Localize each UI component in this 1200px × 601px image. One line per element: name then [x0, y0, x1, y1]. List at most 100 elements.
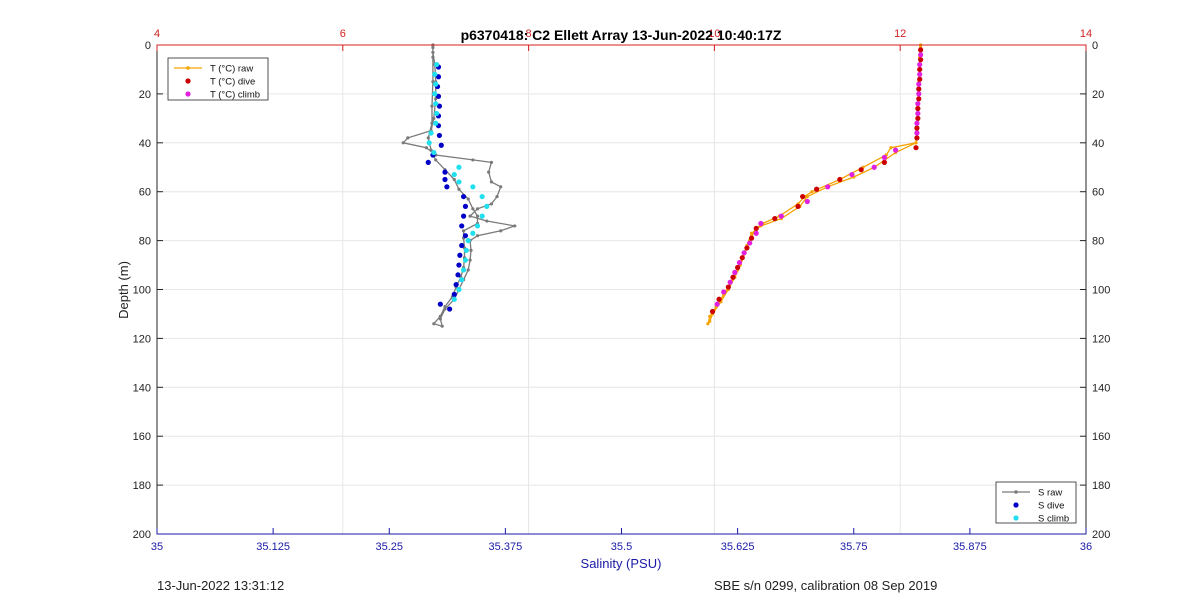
data-point	[459, 277, 465, 283]
series-s-climb	[426, 61, 490, 302]
x-bottom-tick-label: 35.875	[953, 541, 987, 553]
x-axis-label: Salinity (PSU)	[581, 556, 662, 571]
data-point	[451, 291, 457, 297]
series-marker	[468, 214, 472, 218]
series-marker	[438, 314, 442, 318]
data-point	[916, 96, 922, 102]
chart-title: p6370418: C2 Ellett Array 13-Jun-2022 10…	[461, 27, 782, 43]
data-point	[426, 140, 432, 146]
series-marker	[424, 146, 429, 150]
series-marker	[475, 207, 480, 211]
data-point	[460, 193, 467, 200]
series-marker	[810, 190, 814, 194]
data-point	[463, 247, 469, 253]
data-point	[778, 213, 784, 219]
data-point	[881, 154, 888, 161]
data-point	[459, 242, 465, 249]
x-bottom-tick-label: 35.625	[721, 541, 755, 553]
data-point	[837, 176, 843, 183]
data-point	[849, 171, 855, 178]
data-point	[479, 213, 485, 219]
y-tick-label-right: 120	[1092, 333, 1110, 345]
y-tick-label-left: 120	[133, 333, 151, 345]
x-top-tick-label: 10	[708, 28, 720, 40]
series-marker	[452, 177, 456, 182]
x-bottom-tick-label: 35.75	[840, 541, 868, 553]
series-marker	[406, 136, 410, 140]
data-point	[918, 52, 924, 58]
series-marker	[432, 322, 436, 326]
data-point	[428, 130, 434, 136]
series-marker	[499, 185, 503, 189]
data-point	[915, 101, 921, 107]
legend-label: S raw	[1038, 488, 1062, 499]
series-marker	[475, 214, 480, 218]
data-point	[917, 66, 923, 73]
data-point	[727, 279, 733, 285]
legend-swatch-dot	[1013, 502, 1019, 508]
y-tick-label-right: 160	[1092, 431, 1110, 443]
data-point	[457, 252, 463, 258]
data-point	[442, 176, 448, 183]
series-marker	[706, 322, 710, 326]
legend-swatch-marker	[1014, 490, 1018, 494]
legend-swatch-marker	[186, 66, 190, 70]
data-point	[813, 186, 820, 192]
y-tick-label-right: 80	[1092, 236, 1104, 248]
axes: 0 0 20 20 40 40 60 60 80 80 100 100 120 120 140 140 160 1…	[133, 28, 1111, 553]
data-point	[735, 264, 741, 271]
data-point	[474, 223, 481, 229]
series-marker	[430, 121, 434, 125]
series-marker	[889, 146, 893, 150]
data-point	[721, 289, 727, 295]
legend-swatch-dot	[185, 78, 191, 84]
series-marker	[487, 170, 491, 174]
series-marker	[431, 55, 435, 59]
data-point	[915, 110, 921, 117]
footer-timestamp: 13-Jun-2022 13:31:12	[157, 578, 285, 593]
x-bottom-tick-label: 35.125	[256, 541, 290, 553]
series-t-c-raw	[706, 43, 923, 326]
y-tick-label-left: 200	[133, 529, 151, 541]
x-top-tick-label: 14	[1080, 28, 1092, 40]
data-point	[456, 262, 462, 268]
data-point	[470, 230, 476, 236]
grid	[157, 44, 1086, 535]
data-point	[465, 238, 471, 244]
data-point	[800, 193, 806, 200]
data-point	[435, 74, 442, 80]
y-tick-label-left: 80	[139, 236, 151, 248]
series-marker	[495, 194, 499, 199]
series-marker	[466, 197, 470, 201]
series-marker	[432, 116, 436, 120]
data-point	[453, 282, 459, 288]
series-marker	[457, 187, 461, 191]
series-marker	[708, 314, 712, 318]
series-marker	[466, 268, 470, 272]
data-point	[433, 120, 439, 126]
footer-calibration: SBE s/n 0299, calibration 08 Sep 2019	[714, 578, 938, 593]
series-t-c-climb	[714, 52, 924, 307]
data-point	[431, 149, 437, 156]
data-point	[444, 184, 450, 190]
y-tick-label-right: 200	[1092, 529, 1110, 541]
series-marker	[513, 224, 517, 228]
y-tick-label-right: 100	[1092, 285, 1110, 297]
series-marker	[471, 207, 475, 211]
series-marker	[471, 158, 475, 162]
data-point	[436, 132, 443, 139]
data-point	[459, 223, 465, 229]
data-point	[451, 296, 457, 302]
data-point	[435, 93, 442, 99]
data-point	[915, 105, 921, 112]
y-tick-label-left: 140	[133, 382, 151, 394]
data-point	[456, 164, 462, 170]
series-marker	[485, 219, 489, 223]
legend-label: T (°C) raw	[210, 64, 253, 75]
x-bottom-tick-label: 35.25	[375, 541, 403, 553]
data-point	[772, 215, 778, 222]
data-point	[917, 76, 923, 82]
series-marker	[461, 229, 466, 233]
series-marker	[469, 248, 473, 252]
data-point	[437, 301, 443, 307]
